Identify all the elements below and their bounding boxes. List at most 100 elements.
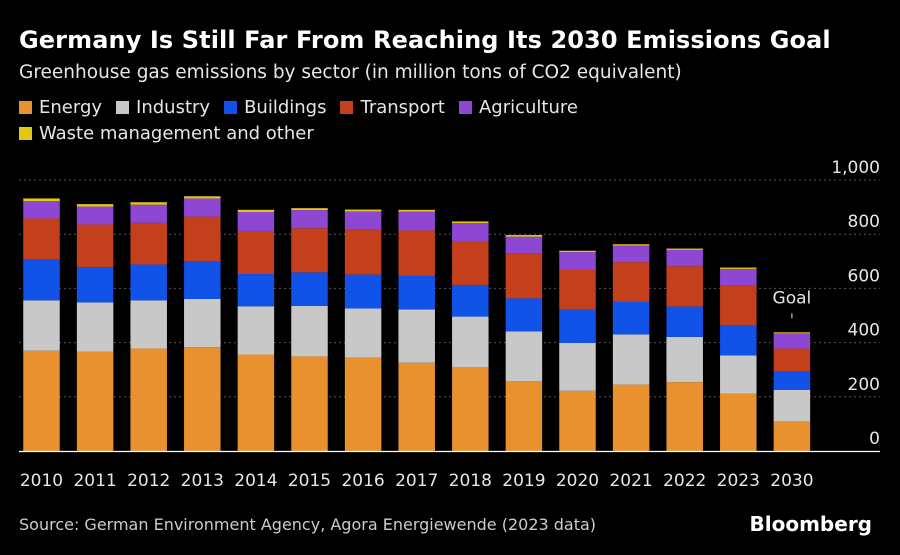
bar-energy-2023 xyxy=(720,393,757,451)
bar-transport-2019 xyxy=(505,253,543,299)
bar-energy-2022 xyxy=(666,382,703,451)
bar-transport-2011 xyxy=(76,224,114,268)
x-tick-label: 2015 xyxy=(288,471,331,491)
bar-waste-management-and-other-2021 xyxy=(612,244,650,246)
bar-transport-2021 xyxy=(612,262,650,302)
source-note: Source: German Environment Agency, Agora… xyxy=(19,515,597,534)
legend-item-industry: Industry xyxy=(116,96,210,118)
bar-agriculture-2023 xyxy=(720,268,757,286)
bar-buildings-2021 xyxy=(612,301,650,335)
bar-energy-2021 xyxy=(612,384,650,451)
legend-label: Waste management and other xyxy=(39,122,314,144)
bar-energy-2018 xyxy=(452,366,489,451)
legend-swatch-buildings xyxy=(224,100,238,114)
x-tick-label: 2030 xyxy=(770,471,813,491)
bar-waste-management-and-other-2012 xyxy=(130,202,167,205)
chart-title: Germany Is Still Far From Reaching Its 2… xyxy=(19,26,831,54)
bar-energy-2014 xyxy=(237,354,275,451)
bar-waste-management-and-other-2023 xyxy=(720,267,757,269)
bar-energy-2013 xyxy=(184,347,221,451)
bar-energy-2011 xyxy=(76,351,114,451)
bar-waste-management-and-other-2020 xyxy=(559,250,596,253)
bar-waste-management-and-other-2017 xyxy=(398,209,435,212)
x-tick-label: 2018 xyxy=(449,471,492,491)
x-tick-label: 2010 xyxy=(20,471,63,491)
legend-item-energy: Energy xyxy=(19,96,102,118)
bar-buildings-2013 xyxy=(184,261,221,299)
bar-industry-2030 xyxy=(773,389,811,422)
bar-buildings-2011 xyxy=(76,267,114,303)
bar-industry-2011 xyxy=(76,302,114,352)
legend-swatch-industry xyxy=(116,100,130,114)
bar-waste-management-and-other-2019 xyxy=(505,235,543,237)
bar-agriculture-2010 xyxy=(23,201,60,219)
bar-agriculture-2018 xyxy=(452,223,489,241)
bar-transport-2020 xyxy=(559,269,596,310)
bar-transport-2018 xyxy=(452,240,489,285)
y-tick-label: 800 xyxy=(848,212,880,232)
bar-buildings-2022 xyxy=(666,306,703,337)
y-tick-label: 600 xyxy=(848,266,880,286)
bar-agriculture-2011 xyxy=(76,206,114,225)
chart-legend: Energy Industry Buildings Transport Agricult… xyxy=(19,96,659,144)
legend-item-buildings: Buildings xyxy=(224,96,326,118)
bar-industry-2015 xyxy=(291,306,328,357)
bar-industry-2020 xyxy=(559,342,596,391)
legend-item-agriculture: Agriculture xyxy=(458,96,578,118)
bar-energy-2012 xyxy=(130,348,167,451)
bar-waste-management-and-other-2030 xyxy=(773,332,811,334)
bar-transport-2022 xyxy=(666,266,703,307)
bar-agriculture-2022 xyxy=(666,249,703,267)
bar-energy-2017 xyxy=(398,362,435,451)
legend-swatch-agriculture xyxy=(458,100,472,114)
bar-buildings-2017 xyxy=(398,275,435,310)
y-tick-label: 1,000 xyxy=(831,158,880,178)
bar-waste-management-and-other-2016 xyxy=(344,209,382,212)
bar-transport-2012 xyxy=(130,222,167,265)
bar-waste-management-and-other-2015 xyxy=(291,208,328,211)
legend-label: Buildings xyxy=(244,96,327,118)
bar-industry-2013 xyxy=(184,298,221,348)
bar-energy-2019 xyxy=(505,381,543,451)
bar-energy-2016 xyxy=(344,357,382,451)
bar-energy-2030 xyxy=(773,421,811,451)
bloomberg-logo: Bloomberg xyxy=(749,512,872,536)
bar-waste-management-and-other-2018 xyxy=(452,221,489,224)
bar-transport-2015 xyxy=(291,228,328,273)
bar-buildings-2030 xyxy=(773,371,811,390)
bar-industry-2023 xyxy=(720,355,757,394)
y-tick-label: 400 xyxy=(848,321,880,341)
y-tick-label: 200 xyxy=(848,375,880,395)
bar-transport-2017 xyxy=(398,230,435,276)
bar-buildings-2010 xyxy=(23,259,60,301)
bar-transport-2030 xyxy=(773,348,811,372)
bar-industry-2019 xyxy=(505,331,543,382)
x-tick-label: 2012 xyxy=(127,471,170,491)
bar-waste-management-and-other-2010 xyxy=(23,198,60,202)
legend-item-waste-management-and-other: Waste management and other xyxy=(19,122,314,144)
bar-agriculture-2014 xyxy=(237,211,275,231)
bar-transport-2013 xyxy=(184,216,221,262)
annotation-goal-label: Goal xyxy=(773,288,812,308)
bar-agriculture-2030 xyxy=(773,333,811,349)
bar-energy-2010 xyxy=(23,350,60,451)
bar-transport-2016 xyxy=(344,229,382,275)
bar-agriculture-2013 xyxy=(184,198,221,217)
bar-transport-2023 xyxy=(720,285,757,325)
bar-buildings-2015 xyxy=(291,272,328,307)
bar-industry-2016 xyxy=(344,308,382,358)
bar-agriculture-2016 xyxy=(344,211,382,230)
bar-industry-2018 xyxy=(452,316,489,367)
bar-waste-management-and-other-2013 xyxy=(184,196,221,199)
bar-industry-2014 xyxy=(237,306,275,355)
bar-buildings-2016 xyxy=(344,274,382,309)
x-tick-label: 2011 xyxy=(73,471,116,491)
legend-item-transport: Transport xyxy=(340,96,445,118)
bar-waste-management-and-other-2014 xyxy=(237,209,275,212)
bar-agriculture-2021 xyxy=(612,245,650,263)
x-tick-label: 2017 xyxy=(395,471,438,491)
bar-industry-2022 xyxy=(666,336,703,383)
bar-waste-management-and-other-2011 xyxy=(76,204,114,207)
x-tick-label: 2014 xyxy=(234,471,277,491)
